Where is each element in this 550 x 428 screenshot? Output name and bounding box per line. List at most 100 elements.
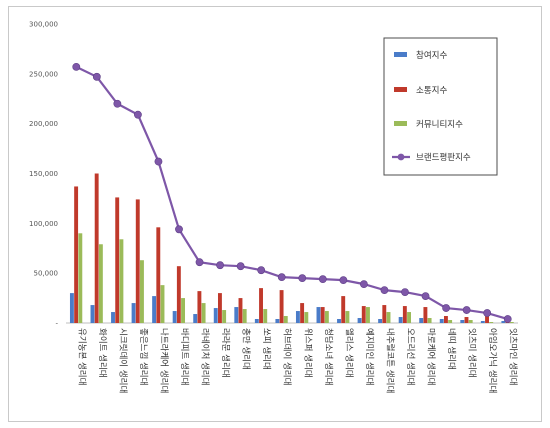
- legend-box: [383, 37, 498, 176]
- y-tick-label: 200,000: [29, 120, 58, 128]
- reputation-point-21: [483, 309, 492, 317]
- bar-1-16: [378, 319, 383, 323]
- bar-2-21: [485, 315, 489, 323]
- bar-1-4: [131, 303, 136, 323]
- legend-label-4: 브랜드평판지수: [416, 152, 471, 163]
- reputation-point-20: [462, 306, 471, 314]
- bar-1-12: [295, 311, 300, 323]
- bar-2-11: [279, 290, 284, 323]
- bar-3-11: [283, 316, 288, 323]
- bar-3-13: [324, 311, 329, 323]
- bar-2-7: [197, 291, 202, 323]
- reputation-point-12: [298, 274, 307, 283]
- reputation-point-10: [257, 266, 266, 275]
- bar-1-6: [172, 311, 177, 323]
- category-label-22: 잇츠마인 생리대: [508, 328, 519, 385]
- y-tick-label: 100,000: [29, 220, 58, 228]
- bar-2-16: [382, 305, 387, 323]
- category-label-12: 위스퍼 생리대: [302, 328, 313, 378]
- bar-3-7: [201, 303, 206, 323]
- legend-swatch-3: [394, 121, 407, 126]
- y-tick-label: 300,000: [29, 21, 58, 29]
- category-label-1: 유기농본 생리대: [76, 328, 87, 385]
- bar-3-5: [160, 285, 165, 323]
- legend-label-3: 커뮤니티지수: [416, 119, 463, 130]
- reputation-point-4: [134, 110, 142, 119]
- reputation-line: [72, 62, 512, 323]
- bar-3-8: [222, 310, 227, 323]
- category-label-9: 총만 생리대: [241, 328, 252, 370]
- y-tick-label: 250,000: [29, 70, 58, 78]
- category-label-20: 잇츠미 생리대: [467, 328, 478, 378]
- bar-3-2: [98, 244, 103, 323]
- bar-1-21: [480, 321, 485, 323]
- reputation-point-3: [113, 99, 122, 108]
- category-label-11: 허브데이 생리대: [282, 328, 293, 385]
- category-label-5: 나트라케어 생리대: [158, 328, 169, 393]
- category-label-13: 청담소녀 생리대: [323, 328, 334, 385]
- bar-1-3: [111, 312, 115, 323]
- bar-2-6: [176, 266, 181, 323]
- category-label-6: 바디피트 생리대: [179, 328, 190, 385]
- bar-2-15: [361, 306, 366, 323]
- reputation-point-17: [401, 288, 409, 296]
- y-tick-label: -: [55, 320, 58, 328]
- reputation-polyline: [75, 65, 509, 321]
- bar-1-18: [419, 318, 424, 323]
- bar-2-3: [115, 197, 120, 323]
- reputation-point-5: [154, 157, 163, 166]
- reputation-point-6: [175, 225, 183, 234]
- reputation-point-19: [442, 304, 450, 312]
- category-label-16: 내추럴코튼 생리대: [384, 328, 395, 393]
- bar-2-19: [443, 316, 448, 323]
- bar-1-5: [152, 296, 157, 323]
- reputation-point-1: [72, 62, 81, 71]
- reputation-point-18: [421, 292, 430, 300]
- reputation-point-2: [92, 72, 101, 81]
- bar-2-4: [135, 199, 140, 323]
- bar-1-9: [234, 307, 239, 323]
- category-labels: 유기농본 생리대 화이트 생리대 시크릿데이 생리대 좋은느낌 생리대 나트라케어 생리…: [76, 328, 518, 393]
- bar-2-12: [300, 303, 305, 323]
- bars: [69, 173, 514, 323]
- bar-3-18: [427, 318, 432, 323]
- bar-3-20: [468, 320, 473, 323]
- reputation-point-22: [503, 315, 512, 323]
- bar-2-9: [238, 298, 243, 323]
- category-label-4: 좋은느낌 생리대: [138, 328, 149, 385]
- category-label-15: 예지미인 생리대: [364, 328, 375, 385]
- bar-3-12: [304, 312, 309, 323]
- category-label-18: 마로케어 생리대: [426, 328, 437, 385]
- bar-1-2: [90, 305, 95, 323]
- bar-1-15: [357, 318, 362, 323]
- bar-3-10: [263, 309, 268, 323]
- legend-swatch-2: [394, 87, 407, 92]
- reputation-point-7: [195, 258, 204, 267]
- bar-3-1: [78, 233, 83, 323]
- bar-1-7: [193, 314, 198, 323]
- y-tick-label: 50,000: [34, 270, 59, 278]
- bar-1-19: [439, 319, 444, 323]
- bar-2-8: [217, 293, 222, 323]
- bar-1-11: [275, 319, 280, 323]
- y-tick-label: 150,000: [29, 170, 58, 178]
- bar-1-1: [69, 293, 74, 323]
- reputation-point-8: [216, 261, 224, 270]
- bar-3-6: [181, 298, 185, 323]
- reputation-point-15: [360, 280, 368, 289]
- bar-2-2: [94, 173, 99, 323]
- bar-2-17: [402, 306, 407, 323]
- legend-point-swatch: [397, 153, 405, 161]
- bar-2-1: [74, 186, 79, 323]
- category-label-7: 라네이처 생리대: [200, 328, 211, 385]
- category-label-17: 오드리선 생리대: [405, 328, 416, 385]
- reputation-point-16: [380, 286, 389, 295]
- bar-2-5: [156, 227, 161, 323]
- bar-1-8: [213, 308, 218, 323]
- bar-3-15: [366, 307, 370, 323]
- bar-1-14: [337, 319, 341, 323]
- category-label-3: 시크릿데이 생리대: [117, 328, 128, 393]
- bar-3-4: [140, 260, 144, 323]
